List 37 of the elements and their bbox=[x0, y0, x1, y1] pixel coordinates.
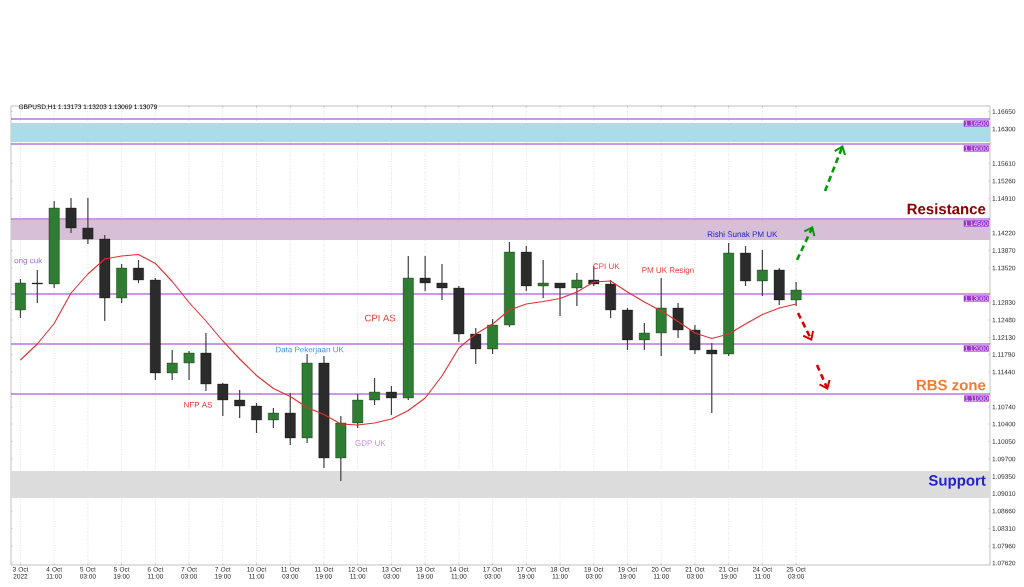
candlestick bbox=[234, 389, 246, 419]
annotation: Rishi Sunak PM UK bbox=[707, 231, 778, 237]
candlestick bbox=[217, 382, 229, 417]
annotation: NFP AS bbox=[184, 401, 213, 408]
candlestick bbox=[790, 281, 802, 307]
annotation: GDP UK bbox=[355, 440, 386, 446]
candlestick bbox=[672, 302, 684, 339]
candlestick bbox=[65, 197, 77, 234]
annotation: Data Pekerjaan UK bbox=[276, 346, 344, 354]
candlestick bbox=[757, 249, 768, 297]
candlestick bbox=[706, 342, 718, 414]
candlestick bbox=[638, 322, 650, 351]
candlestick bbox=[352, 393, 364, 429]
candlestick bbox=[183, 350, 195, 381]
candlestick bbox=[487, 318, 498, 355]
annotation: PM UK Resign bbox=[642, 267, 694, 275]
annotation: CPI UK bbox=[593, 263, 620, 270]
candlestick bbox=[82, 197, 94, 245]
candlestick bbox=[689, 324, 701, 355]
text: Resistance bbox=[907, 203, 986, 215]
text: RBS zone bbox=[916, 379, 986, 391]
candlestick bbox=[419, 255, 431, 292]
candlestick bbox=[133, 259, 144, 284]
text: Support bbox=[928, 475, 986, 489]
candlestick bbox=[268, 407, 279, 429]
candlestick bbox=[537, 259, 549, 299]
candlestick bbox=[166, 349, 178, 381]
candlestick bbox=[571, 272, 583, 307]
candlestick bbox=[436, 263, 448, 301]
candlestick bbox=[31, 269, 43, 304]
candlestick bbox=[470, 327, 482, 365]
candlestick bbox=[386, 385, 397, 416]
candlestick bbox=[251, 402, 262, 434]
annotation: ong cuk bbox=[14, 257, 43, 265]
annotation: CPI AS bbox=[365, 314, 396, 322]
candlestick bbox=[554, 282, 566, 317]
candlestick bbox=[369, 377, 380, 406]
